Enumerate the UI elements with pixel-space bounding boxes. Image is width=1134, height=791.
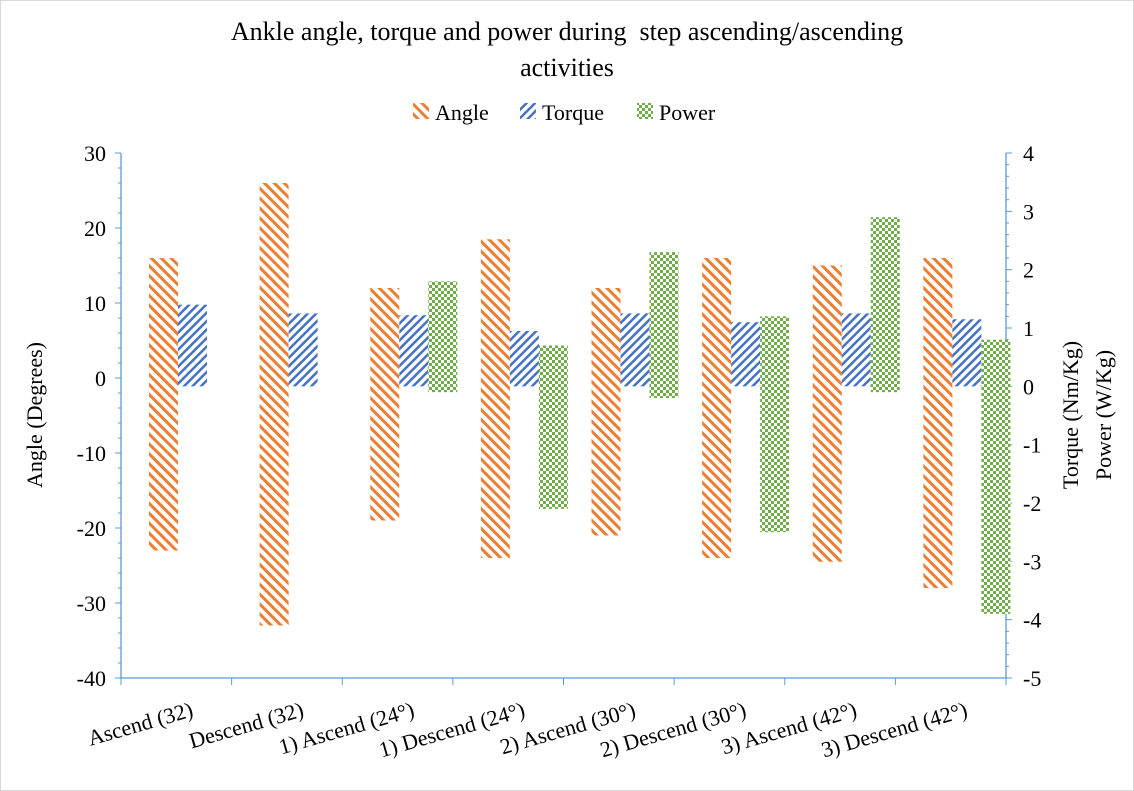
torque-bar bbox=[178, 304, 207, 387]
left-tick-label: -30 bbox=[77, 591, 106, 616]
power-bar bbox=[428, 281, 458, 393]
legend: Angle Torque Power bbox=[413, 100, 716, 125]
right-tick-label: 3 bbox=[1023, 199, 1034, 224]
torque-bar bbox=[731, 322, 761, 387]
angle-bar bbox=[591, 288, 621, 536]
left-tick-label: 20 bbox=[84, 216, 106, 241]
power-bar bbox=[870, 217, 900, 393]
left-tick-label: -10 bbox=[77, 441, 106, 466]
power-bar bbox=[760, 316, 790, 533]
torque-bar bbox=[399, 315, 429, 387]
left-tick-label: 10 bbox=[84, 291, 106, 316]
left-tick-label: 0 bbox=[95, 366, 106, 391]
torque-bar bbox=[509, 330, 539, 387]
category-label: Ascend (32) bbox=[85, 697, 196, 751]
left-tick-label: -40 bbox=[77, 666, 106, 691]
right-tick-label: -4 bbox=[1023, 608, 1041, 633]
chart-title-line1: Ankle angle, torque and power during ste… bbox=[231, 17, 903, 46]
legend-label-angle: Angle bbox=[435, 100, 489, 125]
angle-bar bbox=[812, 265, 842, 562]
power-bar bbox=[981, 339, 1011, 614]
legend-swatch-power bbox=[637, 103, 653, 119]
right-tick-label: -1 bbox=[1023, 433, 1041, 458]
axes: 3020100-10-20-30-4043210-1-2-3-4-5Ascend… bbox=[77, 141, 1042, 762]
legend-label-torque: Torque bbox=[542, 100, 604, 125]
legend-swatch-torque bbox=[520, 103, 536, 119]
right-tick-label: -2 bbox=[1023, 491, 1041, 516]
angle-bar bbox=[480, 239, 510, 558]
right-tick-label: 0 bbox=[1023, 374, 1034, 399]
angle-bar bbox=[370, 288, 400, 521]
right-axis-title-torque: Torque (Nm/Kg) bbox=[1058, 341, 1083, 489]
left-tick-label: 30 bbox=[84, 141, 106, 166]
bars bbox=[149, 183, 1011, 626]
angle-bar bbox=[259, 183, 289, 626]
angle-bar bbox=[702, 258, 732, 558]
right-axis-title-power: Power (W/Kg) bbox=[1091, 350, 1116, 480]
right-tick-label: 4 bbox=[1023, 141, 1034, 166]
power-bar bbox=[649, 252, 679, 398]
left-axis-title: Angle (Degrees) bbox=[22, 342, 47, 488]
angle-bar bbox=[149, 258, 178, 551]
chart-title-line2: activities bbox=[520, 53, 614, 82]
torque-bar bbox=[841, 313, 871, 387]
right-tick-label: 2 bbox=[1023, 258, 1034, 283]
legend-swatch-angle bbox=[413, 103, 429, 119]
right-tick-label: -3 bbox=[1023, 549, 1041, 574]
legend-label-power: Power bbox=[659, 100, 716, 125]
torque-bar bbox=[952, 319, 982, 387]
power-bar bbox=[538, 345, 568, 509]
right-tick-label: 1 bbox=[1023, 316, 1034, 341]
torque-bar bbox=[288, 313, 318, 387]
angle-bar bbox=[923, 258, 953, 588]
torque-bar bbox=[620, 313, 650, 387]
left-tick-label: -20 bbox=[77, 516, 106, 541]
right-tick-label: -5 bbox=[1023, 666, 1041, 691]
